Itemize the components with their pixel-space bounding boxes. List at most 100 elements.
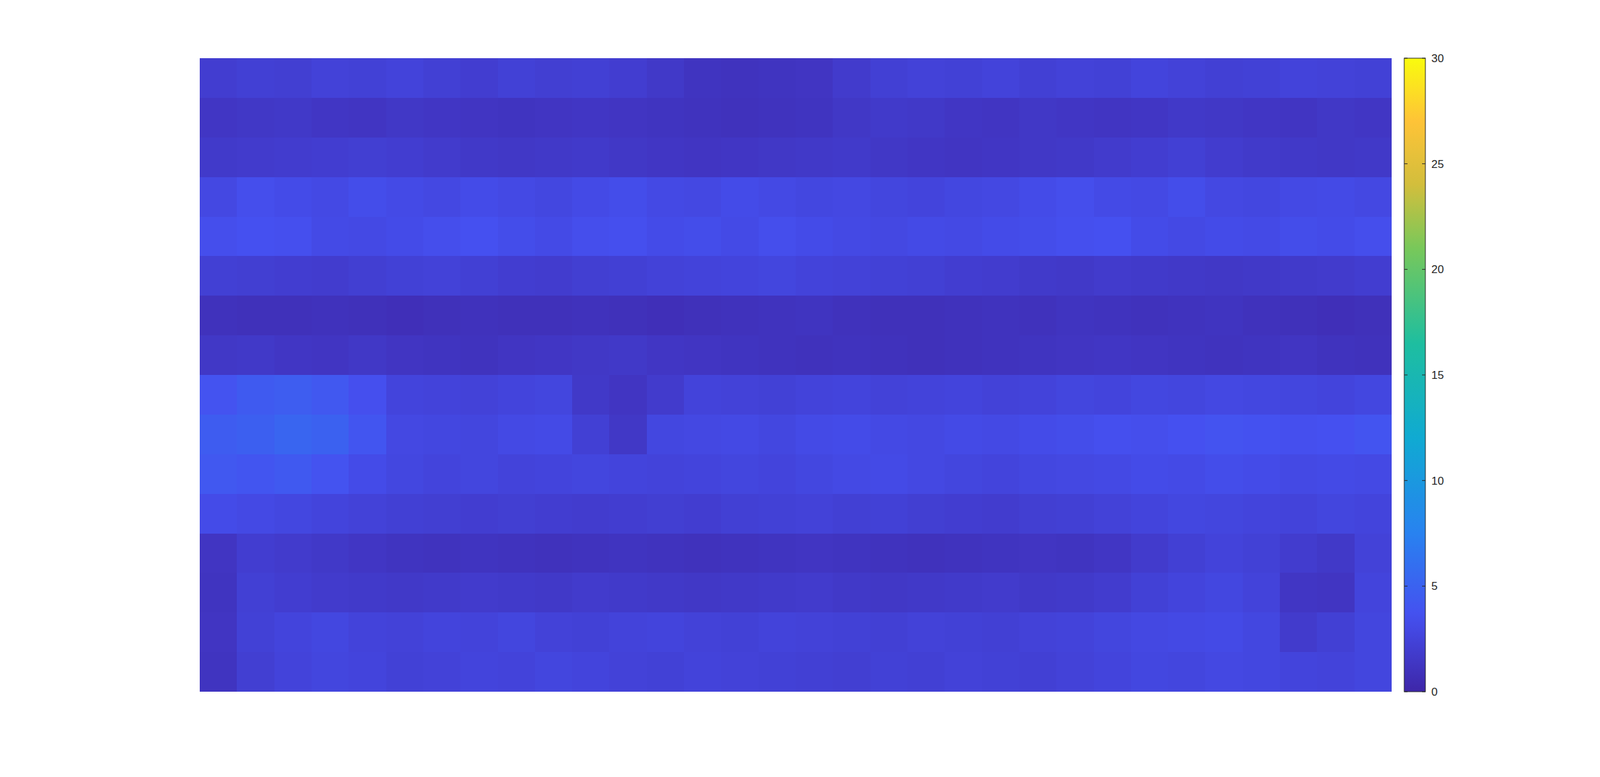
- heatmap-cell: [498, 177, 536, 217]
- heatmap-cell: [348, 375, 387, 415]
- heatmap-cell: [423, 375, 462, 415]
- heatmap-cell: [1279, 255, 1318, 296]
- heatmap-cell: [609, 255, 647, 296]
- heatmap-cell: [311, 255, 350, 296]
- heatmap-cell: [1131, 375, 1169, 415]
- heatmap-cell: [348, 652, 387, 692]
- heatmap-cell: [423, 494, 462, 534]
- heatmap-cell: [982, 572, 1020, 613]
- heatmap-cell: [1242, 97, 1281, 138]
- heatmap-cell: [1019, 375, 1057, 415]
- heatmap-cell: [535, 58, 573, 98]
- heatmap-cell: [1168, 58, 1206, 98]
- heatmap-cell: [982, 58, 1020, 98]
- heatmap-cell: [311, 335, 350, 376]
- colorbar-tick: [1422, 163, 1426, 165]
- heatmap-cell: [386, 295, 424, 336]
- heatmap-cell: [348, 97, 387, 138]
- heatmap-cell: [609, 295, 647, 336]
- heatmap-cell: [274, 137, 313, 178]
- heatmap-cell: [907, 572, 946, 613]
- heatmap-cell: [1019, 335, 1057, 376]
- heatmap-cell: [498, 255, 536, 296]
- heatmap-cell: [236, 572, 275, 613]
- heatmap-cell: [572, 335, 610, 376]
- heatmap-cell: [1168, 216, 1206, 257]
- heatmap-cell: [1354, 177, 1392, 217]
- heatmap-cell: [1242, 454, 1281, 495]
- heatmap-cell: [832, 58, 871, 98]
- heatmap-cell: [274, 612, 313, 653]
- heatmap-cell: [1205, 255, 1243, 296]
- heatmap-cell: [1316, 572, 1355, 613]
- colorbar-tick-label: 0: [1431, 685, 1438, 699]
- heatmap-cell: [311, 58, 350, 98]
- heatmap-cell: [720, 494, 759, 534]
- heatmap-cell: [1056, 414, 1095, 455]
- heatmap-cell: [572, 177, 610, 217]
- heatmap-cell: [1168, 335, 1206, 376]
- heatmap-cell: [720, 612, 759, 653]
- heatmap-cell: [1242, 177, 1281, 217]
- heatmap-cell: [982, 177, 1020, 217]
- heatmap-cell: [1131, 335, 1169, 376]
- heatmap-cell: [199, 375, 238, 415]
- heatmap-cell: [907, 652, 946, 692]
- heatmap-cell: [311, 533, 350, 574]
- heatmap-cell: [683, 414, 722, 455]
- heatmap-cell: [609, 177, 647, 217]
- heatmap-cell: [1094, 414, 1132, 455]
- heatmap-cell: [1094, 612, 1132, 653]
- heatmap-cell: [609, 454, 647, 495]
- heatmap-cell: [1354, 533, 1392, 574]
- heatmap-cell: [870, 216, 909, 257]
- heatmap-cell: [1279, 335, 1318, 376]
- heatmap-cell: [274, 97, 313, 138]
- heatmap-cell: [907, 335, 946, 376]
- heatmap-cell: [1056, 533, 1095, 574]
- heatmap-cell: [386, 335, 424, 376]
- heatmap-cell: [535, 97, 573, 138]
- heatmap-cell: [1354, 612, 1392, 653]
- heatmap-cell: [1056, 335, 1095, 376]
- heatmap-cell: [1316, 612, 1355, 653]
- heatmap-cell: [1242, 612, 1281, 653]
- heatmap-cell: [199, 494, 238, 534]
- heatmap-cell: [348, 295, 387, 336]
- heatmap-cell: [870, 533, 909, 574]
- heatmap-cell: [423, 58, 462, 98]
- heatmap-cell: [1019, 572, 1057, 613]
- heatmap-cell: [870, 414, 909, 455]
- heatmap-cell: [498, 572, 536, 613]
- heatmap-cell: [1242, 255, 1281, 296]
- heatmap-cell: [1056, 295, 1095, 336]
- heatmap-cell: [609, 612, 647, 653]
- heatmap-cell: [386, 494, 424, 534]
- heatmap-cell: [1019, 494, 1057, 534]
- heatmap-cell: [609, 533, 647, 574]
- heatmap-cell: [832, 335, 871, 376]
- heatmap-cell: [944, 572, 983, 613]
- heatmap-cell: [423, 97, 462, 138]
- heatmap-cell: [274, 494, 313, 534]
- heatmap-cell: [423, 533, 462, 574]
- heatmap-cell: [1316, 652, 1355, 692]
- heatmap-cell: [720, 58, 759, 98]
- heatmap-cell: [1131, 414, 1169, 455]
- heatmap-cell: [460, 612, 499, 653]
- heatmap-cell: [907, 137, 946, 178]
- heatmap-cell: [1019, 414, 1057, 455]
- heatmap-cell: [572, 255, 610, 296]
- heatmap-cell: [758, 97, 797, 138]
- heatmap-cell: [609, 494, 647, 534]
- heatmap-cell: [311, 216, 350, 257]
- heatmap-cell: [572, 612, 610, 653]
- heatmap-cell: [1131, 295, 1169, 336]
- heatmap-cell: [609, 572, 647, 613]
- heatmap-cell: [832, 414, 871, 455]
- heatmap-cell: [1205, 454, 1243, 495]
- heatmap-cell: [274, 533, 313, 574]
- heatmap-cell: [1316, 494, 1355, 534]
- heatmap-cell: [1131, 255, 1169, 296]
- heatmap-cell: [1205, 572, 1243, 613]
